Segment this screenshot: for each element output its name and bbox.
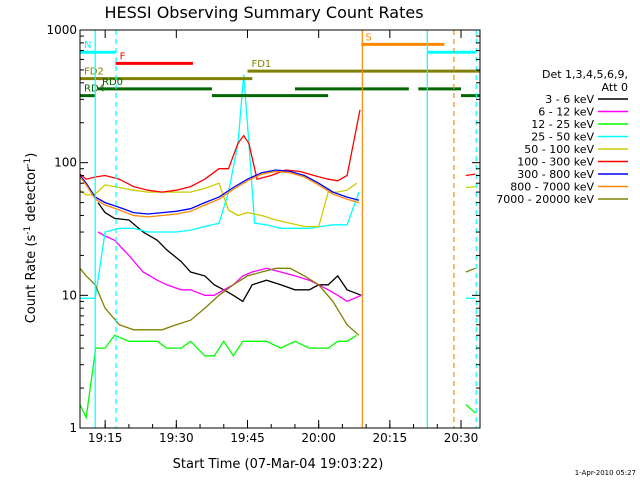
flag-label-fd2: FD2	[84, 67, 104, 78]
x-tick-label-20-15: 20:15	[373, 431, 408, 445]
y-tick-label-1: 1	[69, 421, 77, 435]
y-axis-label: Count Rate (s-1 detector-1)	[23, 153, 39, 324]
x-axis-label: Start Time (07-Mar-04 19:03:22)	[173, 457, 384, 472]
series-line-7000-20000-kev	[79, 267, 360, 336]
series-late-7000-20000-kev	[465, 267, 476, 273]
x-tick-label-19-45: 19:45	[230, 431, 265, 445]
legend-label-7000-20000-kev: 7000 - 20000 keV	[496, 193, 594, 206]
footer-timestamp: 1-Apr-2010 05:27	[575, 469, 636, 477]
flag-label-f: F	[120, 51, 126, 62]
vertical-markers	[94, 30, 477, 428]
x-tick-label-20-30: 20:30	[444, 431, 479, 445]
series-line-6-12-kev	[97, 231, 362, 303]
series-late-50-100-kev	[465, 185, 476, 189]
flag-label-rd4: RD4	[84, 84, 105, 95]
svg-text:Count Rate (s-1 detector-1): Count Rate (s-1 detector-1)	[23, 153, 39, 324]
legend-label-25-50-kev: 25 - 50 keV	[531, 131, 594, 144]
legend-label-100-300-kev: 100 - 300 keV	[517, 156, 594, 169]
legend-header-line1: Det 1,3,4,5,6,9,	[542, 68, 628, 81]
legend-header-line2: Att 0	[602, 81, 628, 94]
flag-label-s: S	[365, 32, 371, 43]
series-layer	[79, 74, 476, 420]
y-tick-label-1000: 1000	[46, 23, 77, 37]
legend-label-6-12-kev: 6 - 12 keV	[538, 106, 594, 119]
y-tick-label-100: 100	[54, 156, 77, 170]
legend-label-12-25-kev: 12 - 25 keV	[531, 118, 594, 131]
x-tick-label-20-00: 20:00	[301, 431, 336, 445]
legend-label-800-7000-kev: 800 - 7000 keV	[510, 181, 594, 194]
legend-label-300-800-kev: 300 - 800 keV	[517, 168, 594, 181]
y-tick-label-10: 10	[62, 288, 77, 302]
chart-title: HESSI Observing Summary Count Rates	[104, 3, 423, 22]
series-line-100-300-kev	[79, 109, 361, 193]
legend-label-3-6-kev: 3 - 6 keV	[545, 93, 594, 106]
flag-label-rd0: RD0	[102, 77, 123, 88]
flag-label-n: N	[84, 40, 91, 51]
series-line-300-800-kev	[79, 169, 360, 215]
series-line-800-7000-kev	[79, 170, 360, 218]
x-tick-label-19-30: 19:30	[159, 431, 194, 445]
legend-label-50-100-kev: 50 - 100 keV	[524, 143, 594, 156]
axes: 19:15 19:30 19:45 20:00 20:15 20:30 1 10 100 1000	[46, 23, 481, 445]
x-tick-label-19-15: 19:15	[88, 431, 123, 445]
series-late-100-300-kev	[465, 173, 476, 177]
series-line-50-100-kev	[79, 182, 357, 228]
plot-frame	[79, 29, 481, 429]
series-late-12-25-kev	[465, 404, 476, 414]
series-line-12-25-kev	[79, 334, 357, 420]
flag-label-fd1: FD1	[251, 59, 271, 70]
